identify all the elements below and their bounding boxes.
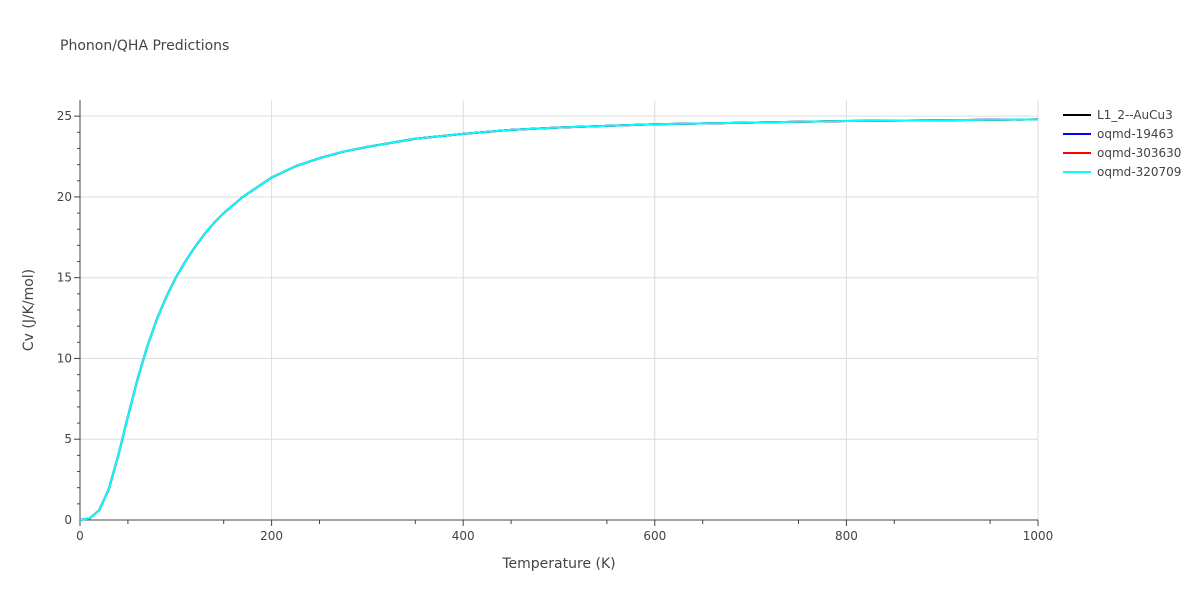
legend-label: oqmd-19463: [1097, 127, 1174, 141]
x-tick-label: 0: [76, 529, 84, 543]
x-tick-label: 800: [835, 529, 858, 543]
legend-label: oqmd-303630: [1097, 146, 1181, 160]
chart-title: Phonon/QHA Predictions: [60, 38, 229, 54]
y-axis-title: Cv (J/K/mol): [21, 269, 37, 351]
y-tick-label: 10: [57, 351, 72, 365]
legend-label: oqmd-320709: [1097, 165, 1181, 179]
x-tick-label: 200: [260, 529, 283, 543]
y-tick-label: 20: [57, 190, 72, 204]
x-tick-label: 600: [643, 529, 666, 543]
series-line-oqmd-19463: [79, 118, 1039, 521]
legend: L1_2--AuCu3 oqmd-19463 oqmd-303630 oqmd-320…: [1063, 108, 1181, 179]
plot-area: [79, 118, 1039, 521]
y-tick-label: 15: [57, 271, 72, 285]
legend-label: L1_2--AuCu3: [1097, 108, 1173, 122]
x-axis-title: Temperature (K): [501, 556, 615, 572]
series-line-oqmd-303630: [79, 118, 1039, 521]
x-tick-label: 1000: [1023, 529, 1054, 543]
y-tick-label: 25: [57, 109, 72, 123]
y-tick-label: 0: [64, 513, 72, 527]
series-line-oqmd-320709: [79, 118, 1039, 521]
x-tick-label: 400: [452, 529, 475, 543]
axes: 0 200 400 600 800 1000 0 5 10 15 20 25: [57, 100, 1054, 543]
y-tick-label: 5: [64, 432, 72, 446]
series-line-L1_2--AuCu3: [79, 118, 1039, 521]
grid: [80, 100, 1039, 520]
